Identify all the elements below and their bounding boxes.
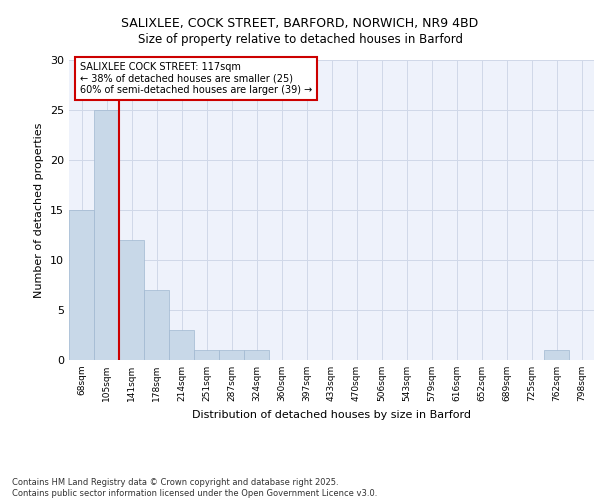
Text: Contains HM Land Registry data © Crown copyright and database right 2025.
Contai: Contains HM Land Registry data © Crown c… — [12, 478, 377, 498]
Bar — [194, 350, 219, 360]
Bar — [69, 210, 94, 360]
Text: SALIXLEE, COCK STREET, BARFORD, NORWICH, NR9 4BD: SALIXLEE, COCK STREET, BARFORD, NORWICH,… — [121, 18, 479, 30]
Bar — [544, 350, 569, 360]
Bar — [119, 240, 144, 360]
Y-axis label: Number of detached properties: Number of detached properties — [34, 122, 44, 298]
Bar — [169, 330, 194, 360]
Text: SALIXLEE COCK STREET: 117sqm
← 38% of detached houses are smaller (25)
60% of se: SALIXLEE COCK STREET: 117sqm ← 38% of de… — [79, 62, 312, 94]
X-axis label: Distribution of detached houses by size in Barford: Distribution of detached houses by size … — [192, 410, 471, 420]
Bar — [244, 350, 269, 360]
Text: Size of property relative to detached houses in Barford: Size of property relative to detached ho… — [137, 32, 463, 46]
Bar — [144, 290, 169, 360]
Bar — [94, 110, 119, 360]
Bar — [219, 350, 244, 360]
